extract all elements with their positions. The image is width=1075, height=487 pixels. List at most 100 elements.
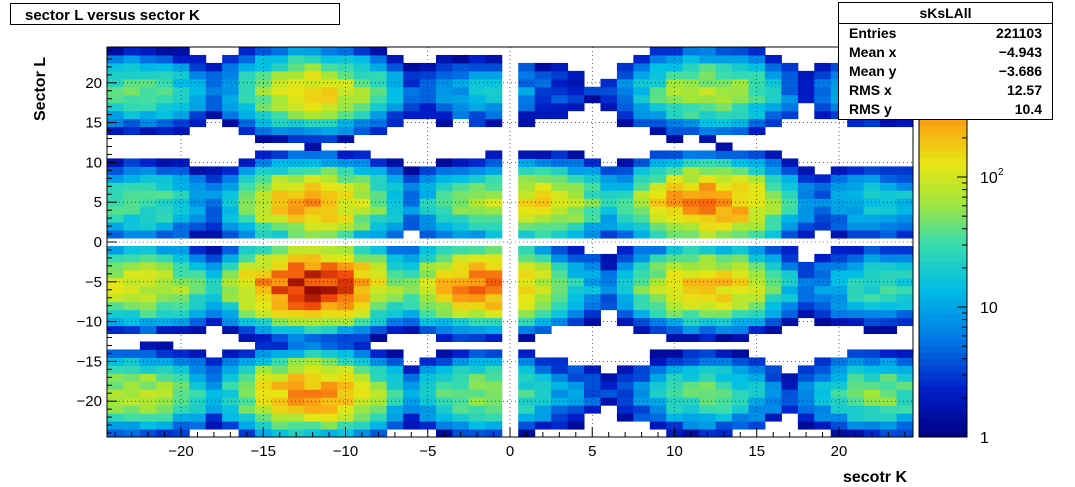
heatmap-cell [764, 214, 782, 223]
palette-band [919, 378, 967, 386]
heatmap-cell [699, 253, 717, 263]
heatmap-cell [238, 110, 256, 120]
heatmap-cell [189, 198, 207, 207]
heatmap-cell [139, 230, 157, 239]
heatmap-cell [156, 389, 174, 398]
heatmap-cell [370, 166, 388, 175]
heatmap-cell [732, 349, 750, 358]
heatmap-cell [320, 102, 338, 112]
heatmap-cell [156, 110, 174, 120]
heatmap-cell [633, 285, 651, 295]
heatmap-cell [666, 421, 684, 430]
heatmap-cell [748, 158, 766, 167]
heatmap-cell [814, 70, 832, 80]
heatmap-cell [255, 269, 272, 279]
heatmap-cell [847, 413, 865, 422]
heatmap-cell [271, 102, 289, 112]
heatmap-cell [287, 397, 305, 406]
heatmap-cell [715, 253, 733, 263]
heatmap-cell [189, 94, 207, 104]
heatmap-cell [386, 110, 404, 120]
heatmap-cell [320, 309, 338, 319]
heatmap-cell [797, 261, 815, 271]
heatmap-cell [205, 301, 223, 311]
heatmap-cell [172, 285, 190, 295]
heatmap-cell [584, 285, 601, 295]
heatmap-cell [666, 206, 684, 215]
heatmap-cell [567, 421, 585, 430]
heatmap-cell [699, 214, 717, 223]
heatmap-cell [616, 190, 634, 199]
heatmap-cell [567, 269, 585, 279]
heatmap-cell [551, 285, 569, 295]
heatmap-cell [468, 245, 486, 255]
heatmap-cell [896, 293, 914, 303]
heatmap-cell [320, 134, 338, 144]
heatmap-cell [403, 381, 421, 390]
heatmap-cell [353, 325, 371, 335]
heatmap-cell [485, 413, 503, 422]
heatmap-cell [666, 389, 684, 398]
heatmap-cell [123, 47, 141, 56]
heatmap-cell [880, 245, 898, 255]
heatmap-cell [764, 389, 782, 398]
heatmap-cell [123, 269, 141, 279]
heatmap-cell [205, 62, 223, 72]
heatmap-cell [205, 102, 223, 112]
heatmap-cell [255, 389, 272, 398]
heatmap-cell [896, 309, 914, 319]
heatmap-cell [353, 413, 371, 422]
heatmap-cell [518, 174, 536, 183]
heatmap-cell [189, 309, 207, 319]
heatmap-cell [205, 214, 223, 223]
heatmap-cell [633, 70, 651, 80]
heatmap-cell [271, 94, 289, 104]
heatmap-cell [320, 222, 338, 231]
heatmap-cell [337, 357, 355, 366]
heatmap-cell [287, 70, 305, 80]
heatmap-cell [304, 222, 322, 231]
heatmap-cell [337, 293, 355, 303]
heatmap-cell [666, 222, 684, 231]
heatmap-cell [748, 325, 766, 335]
heatmap-cell [222, 206, 240, 215]
heatmap-cell [255, 413, 272, 422]
heatmap-cell [435, 333, 453, 342]
heatmap-cell [403, 405, 421, 414]
heatmap-cell [600, 381, 618, 390]
heatmap-cell [880, 174, 898, 183]
heatmap-cell [370, 373, 388, 382]
heatmap-cell [435, 413, 453, 422]
heatmap-cell [172, 222, 190, 231]
heatmap-cell [485, 389, 503, 398]
heatmap-cell [600, 174, 618, 183]
heatmap-cell [172, 102, 190, 112]
heatmap-cell [732, 309, 750, 319]
heatmap-cell [139, 397, 157, 406]
heatmap-cell [172, 94, 190, 104]
heatmap-cell [304, 421, 322, 430]
heatmap-cell [123, 365, 141, 374]
heatmap-cell [287, 166, 305, 175]
heatmap-cell [255, 261, 272, 271]
heatmap-cell [419, 293, 437, 303]
heatmap-cell [320, 245, 338, 255]
heatmap-cell [830, 309, 848, 319]
heatmap-cell [238, 253, 256, 263]
palette-band [919, 281, 967, 288]
heatmap-cell [435, 365, 453, 374]
heatmap-cell [797, 206, 815, 215]
heatmap-cell [863, 182, 881, 191]
heatmap-cell [682, 261, 700, 271]
heatmap-cell [567, 301, 585, 311]
heatmap-cell [682, 325, 700, 335]
heatmap-cell [123, 301, 141, 311]
heatmap-cell [337, 413, 355, 422]
heatmap-cell [715, 142, 733, 151]
heatmap-cell [649, 405, 667, 414]
heatmap-cell [172, 325, 190, 335]
heatmap-cell [567, 365, 585, 374]
heatmap-cell [764, 381, 782, 390]
heatmap-cell [485, 62, 503, 72]
palette-band [919, 320, 967, 327]
